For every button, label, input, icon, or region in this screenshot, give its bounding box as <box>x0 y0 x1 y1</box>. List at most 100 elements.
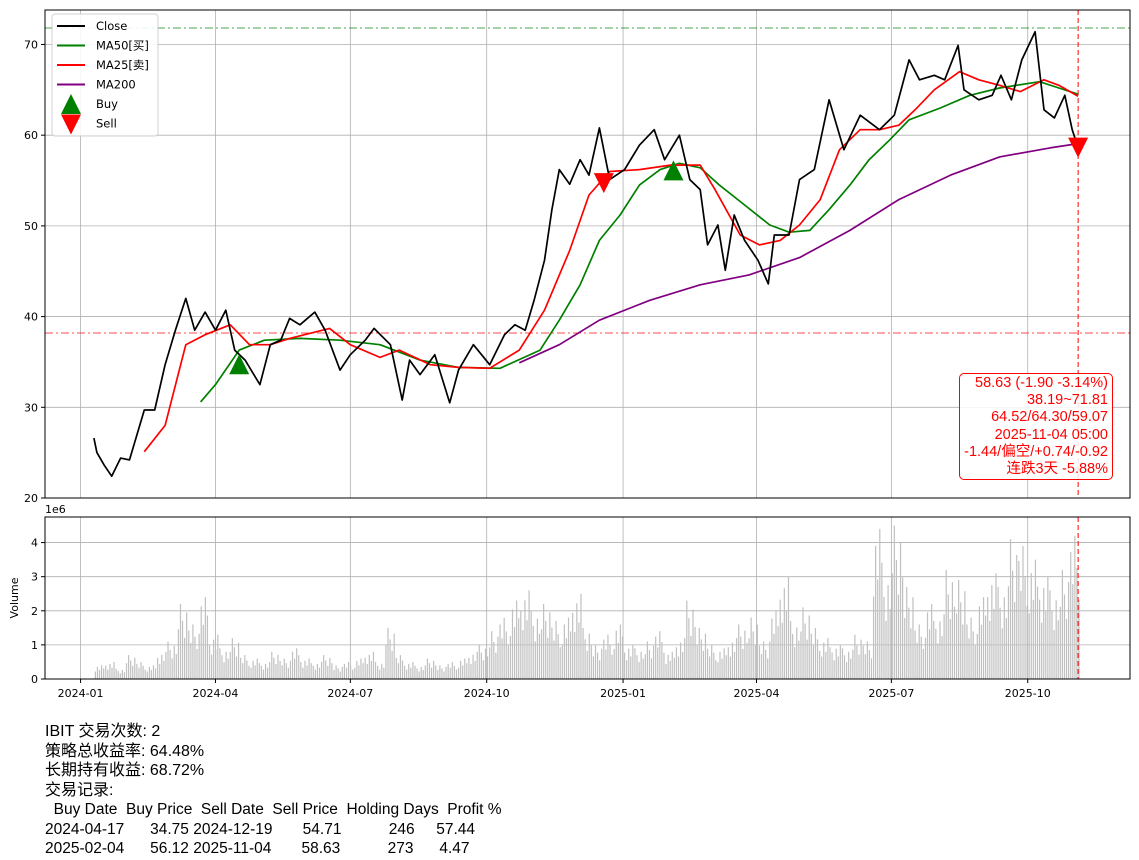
volume-bar <box>260 665 263 679</box>
volume-bar <box>823 642 825 679</box>
volume-bar <box>835 648 837 679</box>
volume-bar <box>557 634 559 679</box>
volume-bar <box>113 661 115 679</box>
volume-bar <box>650 658 653 679</box>
volume-bar <box>775 610 777 679</box>
volume-bar <box>528 590 530 679</box>
volume-bar <box>350 665 352 679</box>
volume-bar <box>769 641 771 679</box>
volume-bar <box>244 655 246 679</box>
volume-bar <box>134 657 136 679</box>
volume-bar <box>785 611 788 679</box>
volume-bar <box>902 577 904 679</box>
volume-bar <box>538 633 541 679</box>
volume-bar <box>1045 611 1047 679</box>
volume-bar <box>588 633 590 679</box>
ma25-line <box>143 70 1079 453</box>
volume-bar <box>779 599 781 679</box>
volume-bar <box>976 633 978 679</box>
volume-bar <box>792 634 794 679</box>
volume-bar <box>250 667 252 679</box>
volume-bar <box>486 656 489 679</box>
volume-bar <box>393 633 395 679</box>
volume-bar <box>115 668 117 679</box>
volume-bar <box>347 661 350 679</box>
volume-bar <box>294 658 296 679</box>
volume-bar <box>462 665 464 679</box>
volume-bar <box>841 648 844 679</box>
volume-bar <box>221 655 223 679</box>
volume-bar <box>733 651 736 679</box>
volume-bar <box>962 624 964 679</box>
volume-bar <box>435 665 437 679</box>
volume-bar <box>1022 545 1024 679</box>
volume-bar <box>715 660 717 679</box>
volume-bar <box>132 665 134 679</box>
volume-bar <box>756 624 758 679</box>
volume-bar <box>401 660 404 679</box>
volume-bar <box>188 630 190 679</box>
volume-bar <box>561 645 563 679</box>
volume-bar <box>267 667 269 679</box>
volume-axes-frame <box>44 516 1131 680</box>
legend-label: Sell <box>96 117 117 131</box>
volume-bar <box>964 591 966 679</box>
volume-bar <box>684 638 686 679</box>
volume-bar <box>904 617 906 679</box>
volume-bar <box>107 669 109 679</box>
volume-bar <box>256 658 258 679</box>
sell-marker <box>1068 137 1089 158</box>
volume-bar <box>706 648 709 679</box>
volume-bar <box>352 669 354 679</box>
volume-bar <box>491 631 493 679</box>
volume-bar <box>993 608 995 679</box>
volume-bar <box>505 631 507 679</box>
volume-bar <box>603 639 605 679</box>
volume-bar <box>619 624 621 679</box>
volume-bar <box>198 633 200 679</box>
volume-bar <box>186 612 188 679</box>
volume-bar <box>576 603 578 679</box>
y-tick-label: 20 <box>24 492 38 505</box>
x-tick-label: 2024-10 <box>464 687 510 700</box>
volume-bar <box>152 665 155 679</box>
volume-bar <box>818 650 821 679</box>
volume-bar <box>955 613 958 679</box>
info-line: 58.63 (-1.90 -3.14%) <box>975 375 1108 391</box>
volume-bar <box>1038 599 1041 679</box>
volume-bar <box>148 666 150 679</box>
volume-bar <box>451 661 453 679</box>
legend-label: MA25[卖] <box>96 58 149 72</box>
legend-label: Buy <box>96 97 118 111</box>
volume-bar <box>781 622 783 679</box>
buy-hold-return: 长期持有收益: 68.72% <box>45 762 205 779</box>
volume-bar <box>208 644 211 679</box>
volume-bar <box>536 618 538 679</box>
volume-bar <box>1059 606 1061 679</box>
volume-bar <box>638 662 640 679</box>
volume-bar <box>111 667 113 679</box>
volume-bar <box>287 667 289 679</box>
y-tick-label: 30 <box>24 401 38 414</box>
volume-bar <box>310 663 312 679</box>
volume-bar <box>374 661 377 679</box>
volume-bar <box>1030 573 1032 679</box>
volume-bar <box>1024 575 1026 679</box>
volume-bar <box>958 580 960 679</box>
volume-tick-label: 2 <box>31 605 38 618</box>
volume-bar <box>368 654 370 679</box>
volume-bar <box>1016 554 1018 679</box>
volume-bar <box>553 640 555 679</box>
volume-bar <box>794 647 796 679</box>
volume-bar <box>547 637 549 679</box>
volume-bar <box>277 654 279 679</box>
info-line: 64.52/64.30/59.07 <box>991 409 1108 426</box>
volume-bar <box>690 635 692 679</box>
volume-bar <box>335 665 337 679</box>
volume-bar <box>812 645 814 679</box>
volume-bar <box>159 663 161 679</box>
volume-bar <box>449 667 451 679</box>
volume-bar <box>412 661 414 679</box>
volume-bar <box>1007 586 1010 679</box>
volume-bar <box>831 652 833 679</box>
